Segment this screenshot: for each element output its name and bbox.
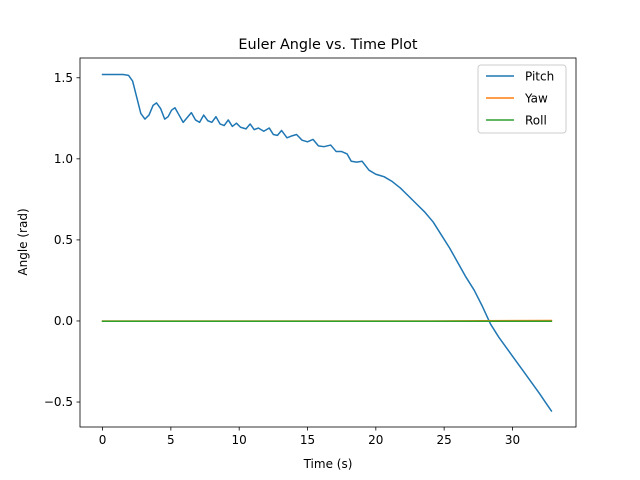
x-axis-ticks: 0 5 10 15 20 25 30 — [99, 427, 520, 447]
chart-title: Euler Angle vs. Time Plot — [238, 37, 418, 53]
axes-frame — [79, 57, 577, 428]
y-tick-label: −0.5 — [44, 395, 73, 409]
x-axis-label: Time (s) — [303, 457, 353, 471]
x-tick-label: 5 — [167, 433, 175, 447]
legend-box — [477, 64, 567, 134]
plot-area — [79, 57, 577, 428]
y-tick-label: 1.0 — [54, 152, 73, 166]
legend: Pitch Yaw Roll — [477, 64, 567, 134]
legend-label-pitch: Pitch — [525, 69, 554, 83]
x-tick-label: 25 — [437, 433, 452, 447]
series-layer — [101, 73, 553, 412]
x-tick-label: 30 — [505, 433, 520, 447]
y-tick-label: 0.5 — [54, 233, 73, 247]
x-tick-label: 20 — [368, 433, 383, 447]
x-tick-label: 0 — [99, 433, 107, 447]
y-axis-label: Angle (rad) — [16, 208, 30, 275]
legend-label-roll: Roll — [525, 113, 547, 127]
series-line-pitch — [101, 73, 553, 412]
y-tick-label: 1.5 — [54, 71, 73, 85]
x-tick-label: 15 — [300, 433, 315, 447]
x-tick-label: 10 — [232, 433, 247, 447]
y-tick-label: 0.0 — [54, 314, 73, 328]
legend-label-yaw: Yaw — [524, 91, 548, 105]
y-axis-ticks: −0.5 0.0 0.5 1.0 1.5 — [44, 71, 80, 409]
